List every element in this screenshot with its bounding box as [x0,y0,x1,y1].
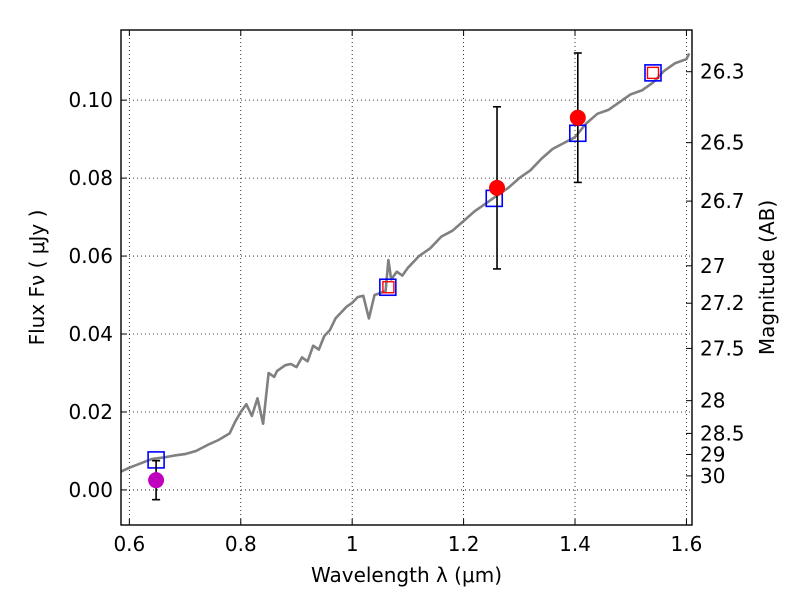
observed-point [569,109,586,126]
y-axis-title-left: Flux Fν ( μJy ) [25,210,49,346]
y-tick-label: 0.06 [68,244,113,268]
y-axis-title-right: Magnitude (AB) [755,200,779,355]
observed-square [382,281,395,294]
right-tick-label: 27.5 [700,336,745,360]
model-spectrum-line [120,52,691,473]
plot-frame [120,29,693,526]
right-tick-label: 26.7 [700,189,745,213]
right-tick-label: 30 [700,464,725,488]
right-tick-label: 28 [700,389,725,413]
y-tick-label: 0.04 [68,322,113,346]
y-tick-label: 0.00 [68,478,113,502]
observed-point [489,179,506,196]
marker-series [147,52,662,501]
x-axis-title: Wavelength λ (μm) [311,563,502,587]
grid-lines [121,30,692,525]
right-tick-label: 27 [700,254,725,278]
observed-square [646,66,660,80]
right-tick-label: 26.3 [700,60,745,84]
right-tick-label: 29 [700,442,725,466]
model-photometry-square [644,64,662,82]
ticks: 0.6 0.8 1 1.2 1.4 1.6 0.00 0.02 0.04 0.06 0.08 0.10… [68,30,745,556]
x-tick-label: 0.8 [225,532,257,556]
x-tick-label: 1.6 [671,532,703,556]
right-tick-label: 27.2 [700,291,745,315]
observed-point [148,472,165,489]
y-tick-label: 0.02 [68,400,113,424]
right-tick-label: 26.5 [700,131,745,155]
right-tick-label: 28.5 [700,421,745,445]
x-tick-label: 0.6 [113,532,145,556]
x-tick-label: 1.2 [448,532,480,556]
y-tick-label: 0.10 [68,88,113,112]
model-spectrum-series [120,52,691,473]
y-tick-label: 0.08 [68,166,113,190]
x-tick-label: 1.4 [559,532,591,556]
model-photometry-square [379,278,397,297]
x-tick-label: 1 [346,532,359,556]
